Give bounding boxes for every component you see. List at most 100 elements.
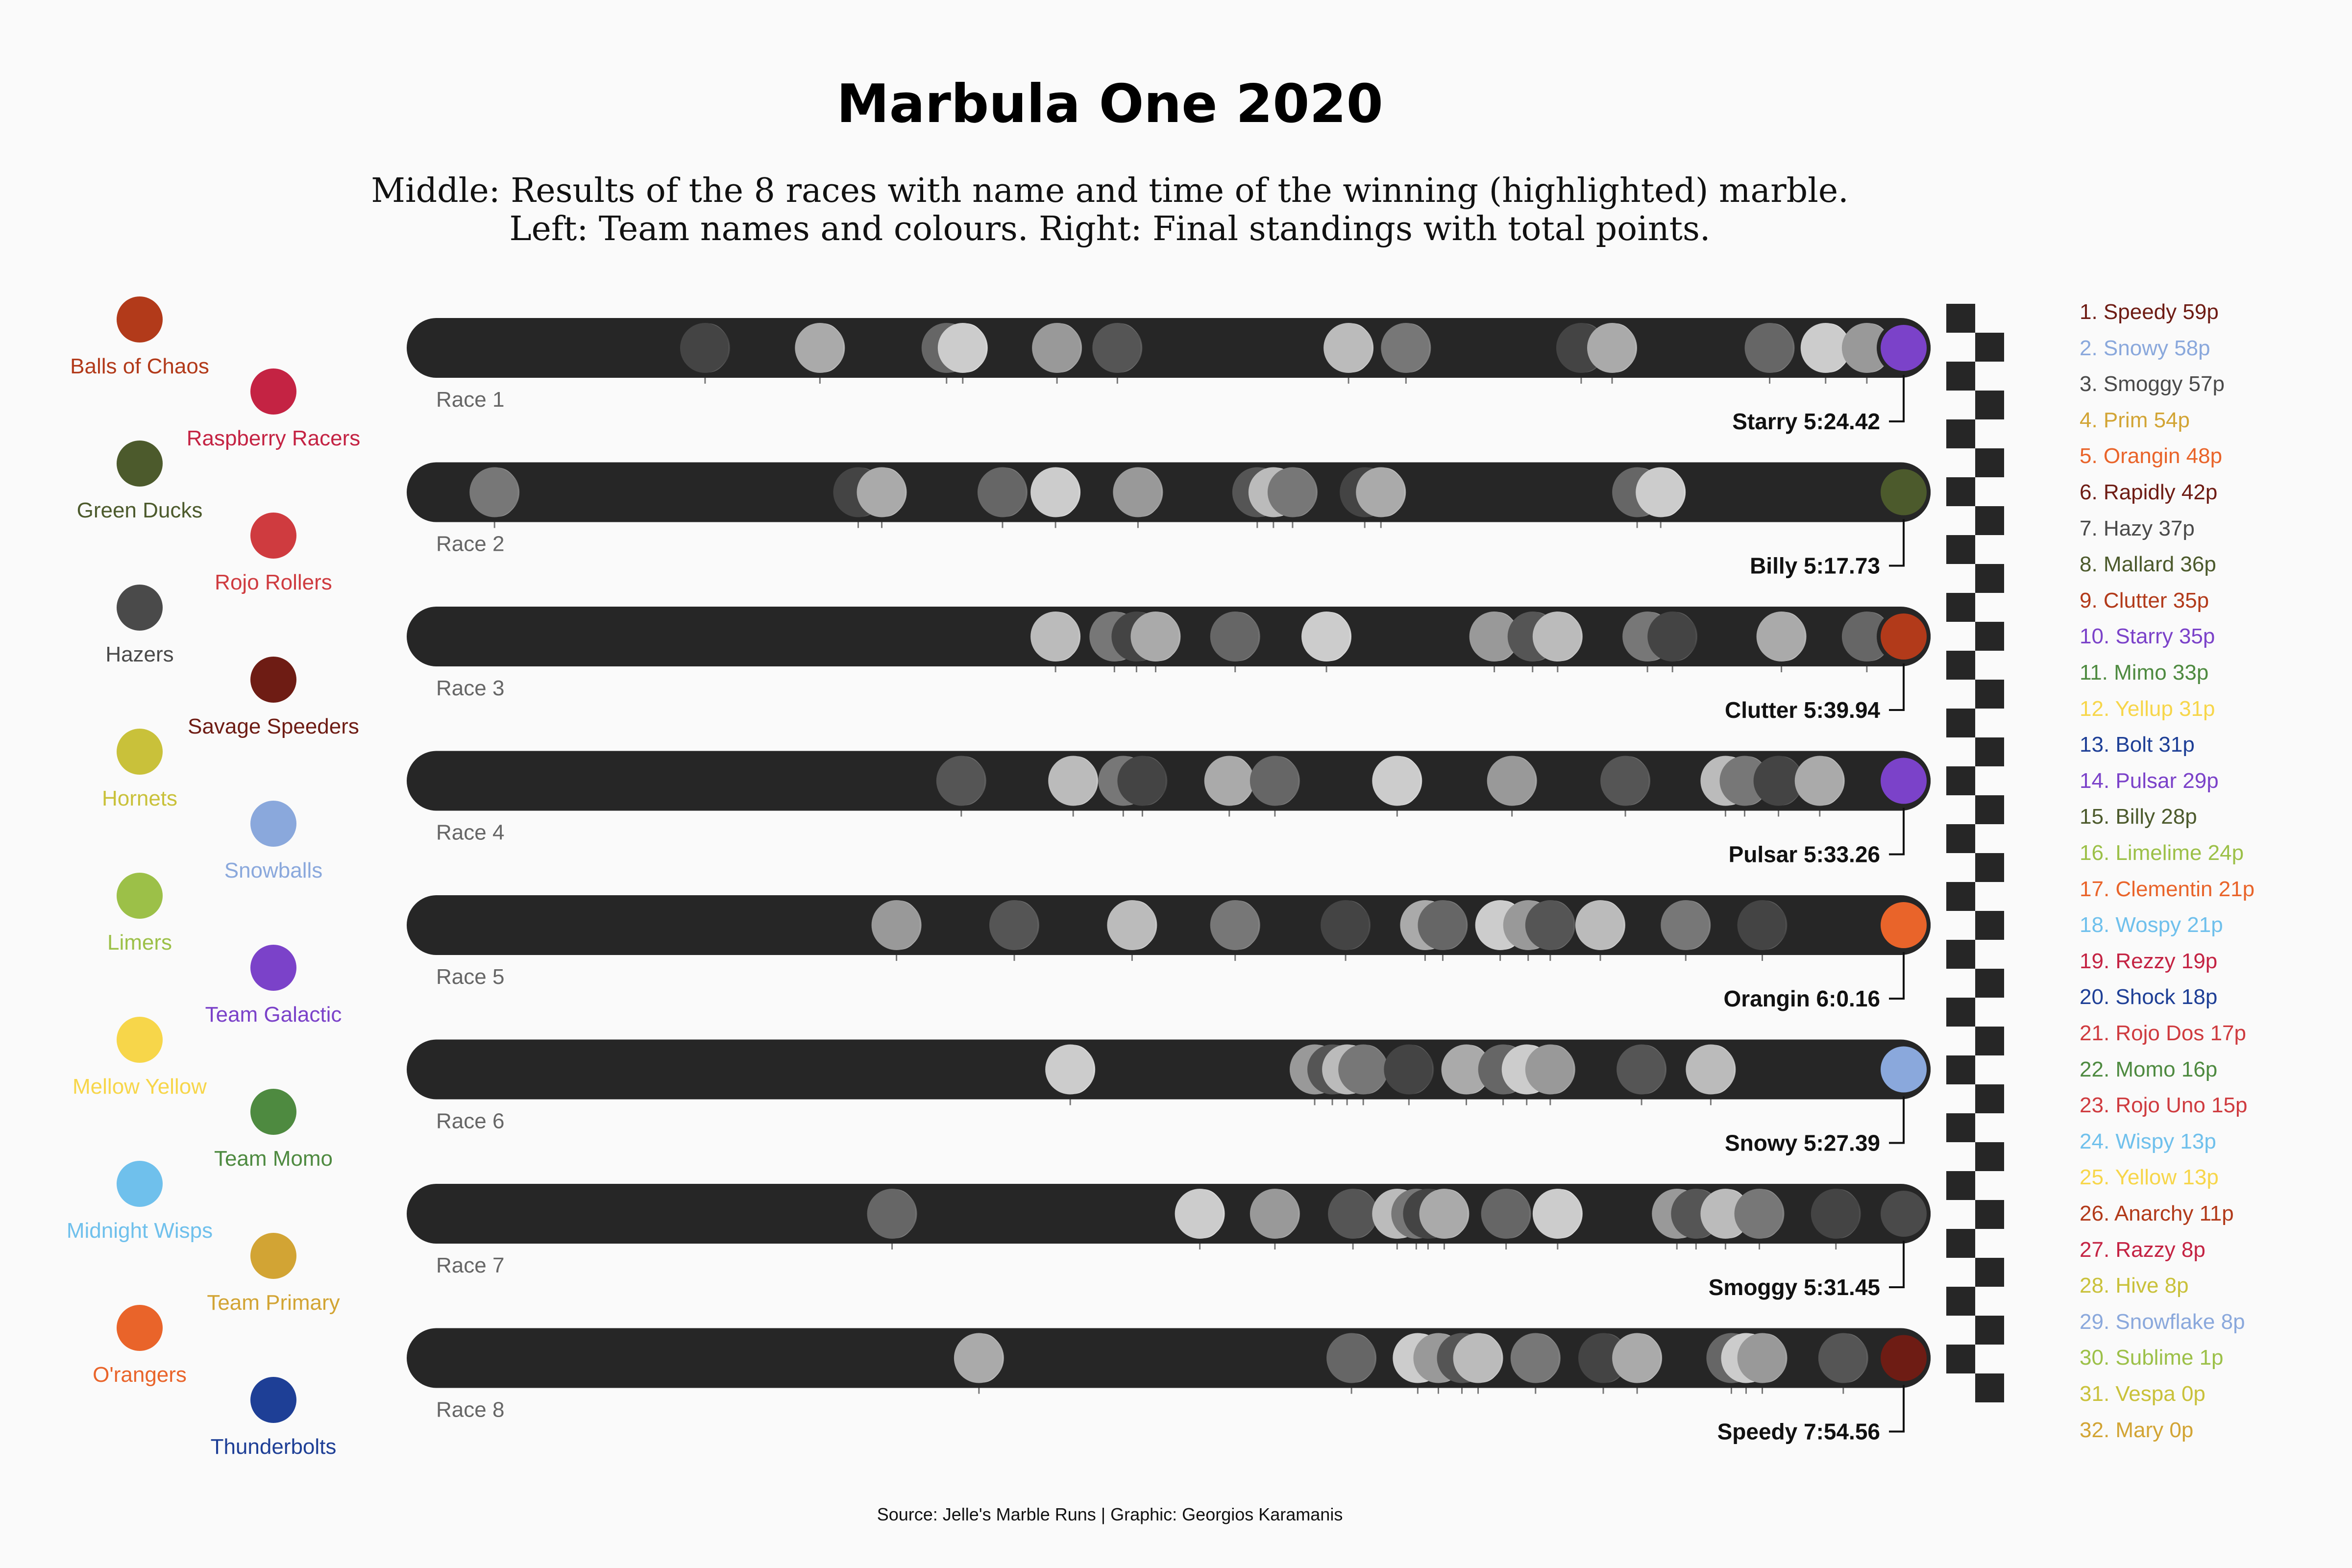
marble bbox=[1030, 467, 1081, 517]
team-color-swatch bbox=[117, 441, 163, 487]
flag-square bbox=[1975, 911, 2004, 940]
marble bbox=[1113, 467, 1163, 517]
marble bbox=[1811, 1189, 1861, 1239]
team-name-label: Rojo Rollers bbox=[215, 570, 332, 594]
team-legend: Balls of Chaos Raspberry Racers Green Duck… bbox=[67, 296, 360, 1459]
flag-square bbox=[1946, 304, 1975, 333]
race-track: Race 8 Speedy 7:54.56 bbox=[407, 1328, 1931, 1445]
team-color-swatch bbox=[117, 585, 163, 631]
winner-label: Snowy 5:27.39 bbox=[1725, 1130, 1880, 1156]
marble bbox=[1381, 323, 1431, 373]
marble bbox=[1612, 1333, 1663, 1383]
track-bar bbox=[407, 751, 1931, 811]
marble bbox=[1338, 1044, 1389, 1095]
track-bar bbox=[407, 462, 1931, 522]
team-name-label: Mellow Yellow bbox=[73, 1075, 207, 1099]
winner-label: Pulsar 5:33.26 bbox=[1729, 842, 1880, 867]
flag-square bbox=[1975, 448, 2004, 477]
marble bbox=[1841, 323, 1892, 373]
standing-entry: 6. Rapidly 42p bbox=[2080, 480, 2218, 504]
flag-square bbox=[1975, 564, 2004, 593]
standing-entry: 8. Mallard 36p bbox=[2080, 552, 2216, 577]
marble bbox=[977, 467, 1028, 517]
team-color-swatch bbox=[117, 729, 163, 775]
checkered-flag bbox=[1946, 304, 2004, 1402]
chart-subtitle-line-2: Left: Team names and colours. Right: Fin… bbox=[509, 210, 1711, 248]
standing-entry: 13. Bolt 31p bbox=[2080, 733, 2195, 757]
flag-square bbox=[1946, 535, 1975, 564]
chart-title: Marbula One 2020 bbox=[836, 74, 1383, 135]
flag-square bbox=[1946, 1055, 1975, 1084]
marble bbox=[1204, 756, 1254, 806]
standing-entry: 15. Billy 28p bbox=[2080, 805, 2197, 829]
standing-entry: 30. Sublime 1p bbox=[2080, 1346, 2224, 1370]
team-color-swatch bbox=[117, 1305, 163, 1351]
team-name-label: Team Galactic bbox=[205, 1003, 342, 1027]
marble bbox=[1753, 756, 1804, 806]
flag-square bbox=[1946, 1171, 1975, 1200]
team-color-swatch bbox=[250, 945, 296, 991]
winner-connector bbox=[1889, 1096, 1905, 1144]
winner-label: Orangin 6:0.16 bbox=[1723, 986, 1880, 1011]
standing-entry: 5. Orangin 48p bbox=[2080, 444, 2223, 468]
flag-square bbox=[1946, 998, 1975, 1027]
marble bbox=[1686, 1044, 1736, 1095]
team-name-label: O'rangers bbox=[93, 1363, 187, 1387]
marble bbox=[1250, 756, 1300, 806]
marble bbox=[1617, 1044, 1667, 1095]
flag-square bbox=[1946, 766, 1975, 795]
winner-connector bbox=[1889, 1385, 1905, 1433]
marble bbox=[1510, 1333, 1561, 1383]
team-color-swatch bbox=[250, 513, 296, 559]
flag-square bbox=[1975, 969, 2004, 998]
marble bbox=[1107, 900, 1157, 950]
marble bbox=[1734, 1189, 1785, 1239]
race-label: Race 6 bbox=[436, 1109, 504, 1133]
winner-label: Starry 5:24.42 bbox=[1732, 409, 1880, 434]
race-label: Race 5 bbox=[436, 965, 504, 989]
marble bbox=[1372, 756, 1422, 806]
marble bbox=[1384, 1044, 1434, 1095]
marble bbox=[1130, 612, 1181, 662]
winner-marble bbox=[1877, 754, 1931, 808]
marble bbox=[1737, 900, 1788, 950]
standing-entry: 32. Mary 0p bbox=[2080, 1418, 2194, 1442]
race-label: Race 3 bbox=[436, 676, 504, 700]
marble bbox=[1321, 900, 1371, 950]
race-track: Race 6 Snowy 5:27.39 bbox=[407, 1039, 1931, 1156]
marble bbox=[1032, 323, 1082, 373]
marble bbox=[1301, 612, 1352, 662]
marble bbox=[1647, 612, 1698, 662]
standing-entry: 2. Snowy 58p bbox=[2080, 336, 2210, 360]
flag-square bbox=[1975, 1200, 2004, 1229]
race-label: Race 7 bbox=[436, 1253, 504, 1277]
flag-square bbox=[1946, 940, 1975, 969]
team-name-label: Thunderbolts bbox=[211, 1435, 337, 1459]
flag-square bbox=[1975, 680, 2004, 709]
marble bbox=[1030, 612, 1081, 662]
winner-marble bbox=[1877, 1187, 1931, 1241]
race-track: Race 7 Smoggy 5:31.45 bbox=[407, 1184, 1931, 1300]
marble bbox=[1323, 323, 1374, 373]
marble bbox=[680, 323, 730, 373]
marble bbox=[1453, 1333, 1503, 1383]
marble bbox=[1419, 1189, 1470, 1239]
marble bbox=[1356, 467, 1406, 517]
flag-square bbox=[1946, 824, 1975, 853]
race-label: Race 4 bbox=[436, 821, 504, 845]
marble bbox=[1175, 1189, 1225, 1239]
team-name-label: Hornets bbox=[102, 786, 177, 810]
race-track: Race 1 Starry 5:24.42 bbox=[407, 318, 1931, 434]
winner-marble bbox=[1877, 610, 1931, 663]
flag-square bbox=[1975, 1142, 2004, 1171]
marble bbox=[1267, 467, 1318, 517]
flag-square bbox=[1975, 1084, 2004, 1113]
winner-label: Billy 5:17.73 bbox=[1750, 553, 1880, 579]
team-color-swatch bbox=[250, 1089, 296, 1135]
marble bbox=[1600, 756, 1651, 806]
winner-marble bbox=[1877, 465, 1931, 519]
winner-connector bbox=[1889, 663, 1905, 711]
standing-entry: 9. Clutter 35p bbox=[2080, 588, 2209, 612]
marble bbox=[1469, 612, 1519, 662]
